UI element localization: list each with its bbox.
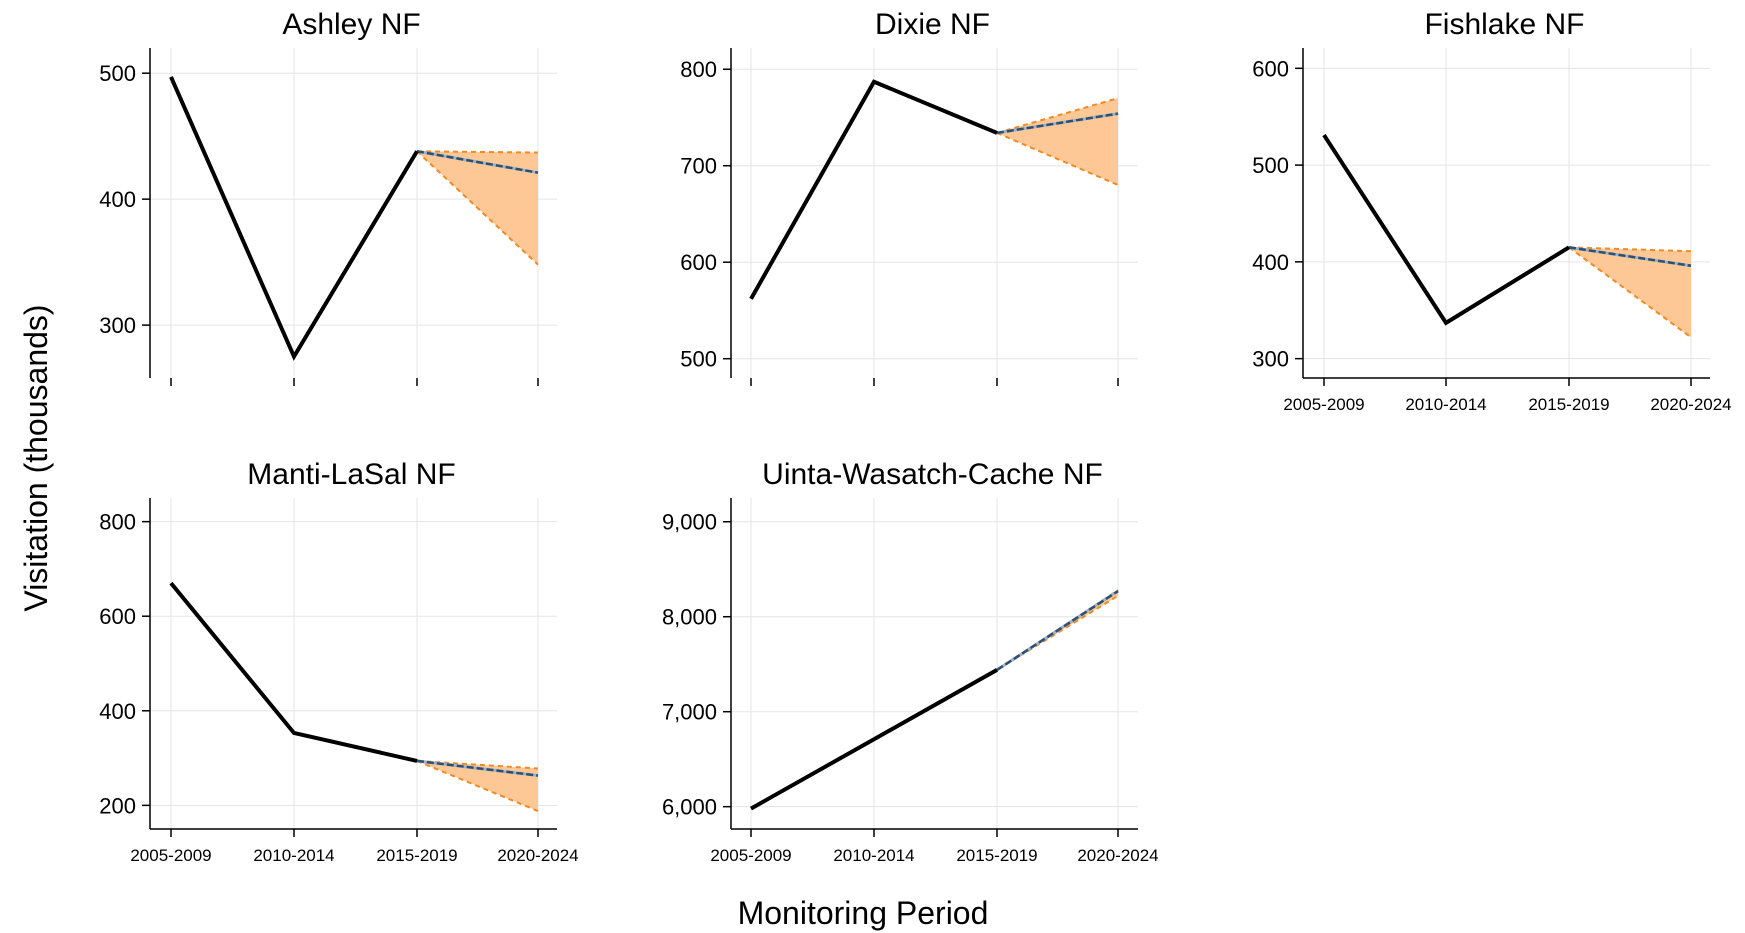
observed-line xyxy=(750,668,998,811)
panel-fishlake-nf: 300 400 500 600 2005-2009 2010-2014 2015-2019 2… xyxy=(1252,8,1731,414)
observed-line xyxy=(169,581,418,763)
x-tick-label: 2020-2024 xyxy=(1077,846,1158,865)
y-tick-label: 8,000 xyxy=(662,605,717,630)
x-tick-label: 2005-2009 xyxy=(1283,395,1364,414)
y-tick-label: 700 xyxy=(680,154,717,179)
panel-uinta-wasatch-cache-nf: 6,000 7,000 8,000 9,000 2005-2009 2010-2014 20… xyxy=(662,458,1159,865)
y-tick-label: 500 xyxy=(680,347,717,372)
forecast-line xyxy=(416,150,539,174)
x-tick-label: 2010-2014 xyxy=(833,846,914,865)
y-tick-label: 600 xyxy=(1252,56,1289,81)
x-tick-label: 2010-2014 xyxy=(1405,395,1486,414)
forecast-lower-bound xyxy=(1568,246,1692,339)
forecast-lower-bound xyxy=(996,131,1119,186)
x-tick-label: 2015-2019 xyxy=(1528,395,1609,414)
y-tick-label: 7,000 xyxy=(662,700,717,725)
y-tick-label: 600 xyxy=(99,604,136,629)
x-tick-label: 2005-2009 xyxy=(130,846,211,865)
x-tick-label: 2015-2019 xyxy=(956,846,1037,865)
y-axis-title: Visitation (thousands) xyxy=(18,304,54,611)
y-tick-label: 300 xyxy=(1252,347,1289,372)
y-tick-label: 300 xyxy=(99,313,136,338)
x-tick-label: 2015-2019 xyxy=(376,846,457,865)
forecast-line xyxy=(416,759,539,777)
y-tick-label: 600 xyxy=(680,250,717,275)
panels: 300 400 500 Ashley NF 500 600 700 800 Dixie NF 30… xyxy=(99,8,1731,865)
forecast-lower-bound xyxy=(996,594,1119,671)
observed-line xyxy=(169,76,419,361)
forecast-line xyxy=(996,590,1119,671)
y-tick-label: 200 xyxy=(99,793,136,818)
forecast-line xyxy=(996,112,1119,135)
panel-title: Fishlake NF xyxy=(1424,8,1584,41)
y-tick-label: 500 xyxy=(99,61,136,86)
forecast-upper-bound xyxy=(996,97,1119,134)
forecast-line xyxy=(1568,246,1692,267)
panel-title: Uinta-Wasatch-Cache NF xyxy=(762,458,1103,491)
y-tick-label: 400 xyxy=(1252,250,1289,275)
forecast-upper-bound xyxy=(1568,246,1692,253)
x-tick-label: 2020-2024 xyxy=(497,846,578,865)
y-tick-label: 800 xyxy=(99,510,136,535)
y-tick-label: 500 xyxy=(1252,153,1289,178)
y-tick-label: 6,000 xyxy=(662,795,717,820)
x-axis-title: Monitoring Period xyxy=(738,895,989,931)
panel-manti-lasal-nf: 200 400 600 800 2005-2009 2010-2014 2015-2019 2… xyxy=(99,458,578,865)
x-tick-label: 2010-2014 xyxy=(253,846,334,865)
observed-line xyxy=(749,79,998,300)
y-tick-label: 800 xyxy=(680,57,717,82)
x-tick-label: 2005-2009 xyxy=(710,846,791,865)
forecast-lower-bound xyxy=(416,150,539,266)
y-tick-label: 400 xyxy=(99,187,136,212)
observed-line xyxy=(1322,134,1571,326)
y-tick-label: 9,000 xyxy=(662,510,717,535)
panel-title: Manti-LaSal NF xyxy=(247,458,455,491)
panel-ashley-nf: 300 400 500 Ashley NF xyxy=(99,8,557,386)
panel-dixie-nf: 500 600 700 800 Dixie NF xyxy=(680,8,1138,386)
panel-title: Ashley NF xyxy=(282,8,420,41)
panel-title: Dixie NF xyxy=(875,8,990,41)
x-tick-label: 2020-2024 xyxy=(1650,395,1731,414)
y-tick-label: 400 xyxy=(99,699,136,724)
forecast-upper-bound xyxy=(416,150,539,154)
forecast-lower-bound xyxy=(416,759,539,812)
